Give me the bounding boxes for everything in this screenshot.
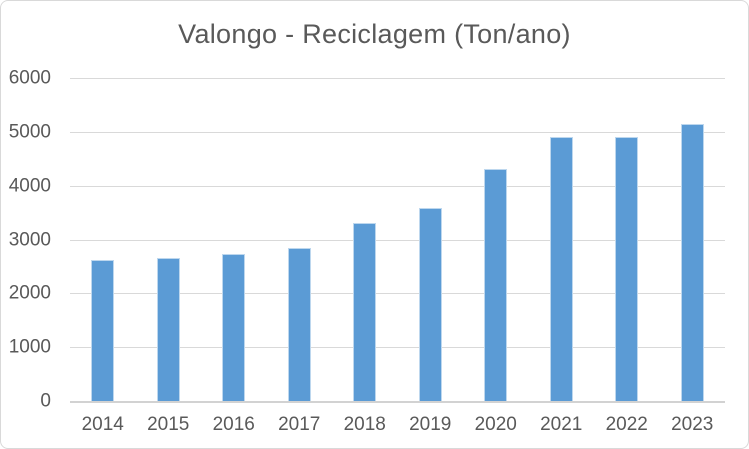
gridline-2000 <box>70 293 725 295</box>
x-tick-label-2023: 2023 <box>671 414 714 435</box>
x-tick-label-2018: 2018 <box>343 414 386 435</box>
y-tick-label-2000: 2000 <box>8 282 51 304</box>
y-tick-label-3000: 3000 <box>8 229 51 250</box>
x-tick-label-2019: 2019 <box>409 414 452 435</box>
bar-2018 <box>353 222 377 401</box>
y-tick-label-4000: 4000 <box>8 175 51 197</box>
gridline-3000 <box>70 239 725 241</box>
bar-2017 <box>287 247 311 401</box>
bar-2019 <box>418 207 442 401</box>
gridline-1000 <box>70 347 725 349</box>
plot-area <box>70 78 725 403</box>
y-tick-label-1000: 1000 <box>8 336 51 358</box>
gridline-6000 <box>70 78 725 79</box>
bar-2014 <box>91 259 115 401</box>
x-tick-label-2020: 2020 <box>474 414 517 435</box>
y-tick-label-5000: 5000 <box>8 121 51 143</box>
x-tick-label-2014: 2014 <box>81 414 124 435</box>
bar-2021 <box>549 137 573 401</box>
x-tick-label-2015: 2015 <box>147 414 190 435</box>
x-tick-label-2021: 2021 <box>540 414 583 435</box>
bar-2015 <box>156 258 180 401</box>
gridline-4000 <box>70 185 725 187</box>
gridline-5000 <box>70 131 725 133</box>
bar-2020 <box>484 168 508 401</box>
y-tick-label-0: 0 <box>40 390 51 412</box>
x-tick-label-2017: 2017 <box>278 414 321 435</box>
bar-2023 <box>680 124 704 401</box>
y-tick-label-6000: 6000 <box>8 67 51 89</box>
x-tick-label-2016: 2016 <box>212 414 255 435</box>
bar-2016 <box>222 254 246 401</box>
x-tick-label-2022: 2022 <box>605 414 648 435</box>
chart-title: Valongo - Reciclagem (Ton/ano) <box>178 19 571 49</box>
bar-2022 <box>615 137 639 401</box>
